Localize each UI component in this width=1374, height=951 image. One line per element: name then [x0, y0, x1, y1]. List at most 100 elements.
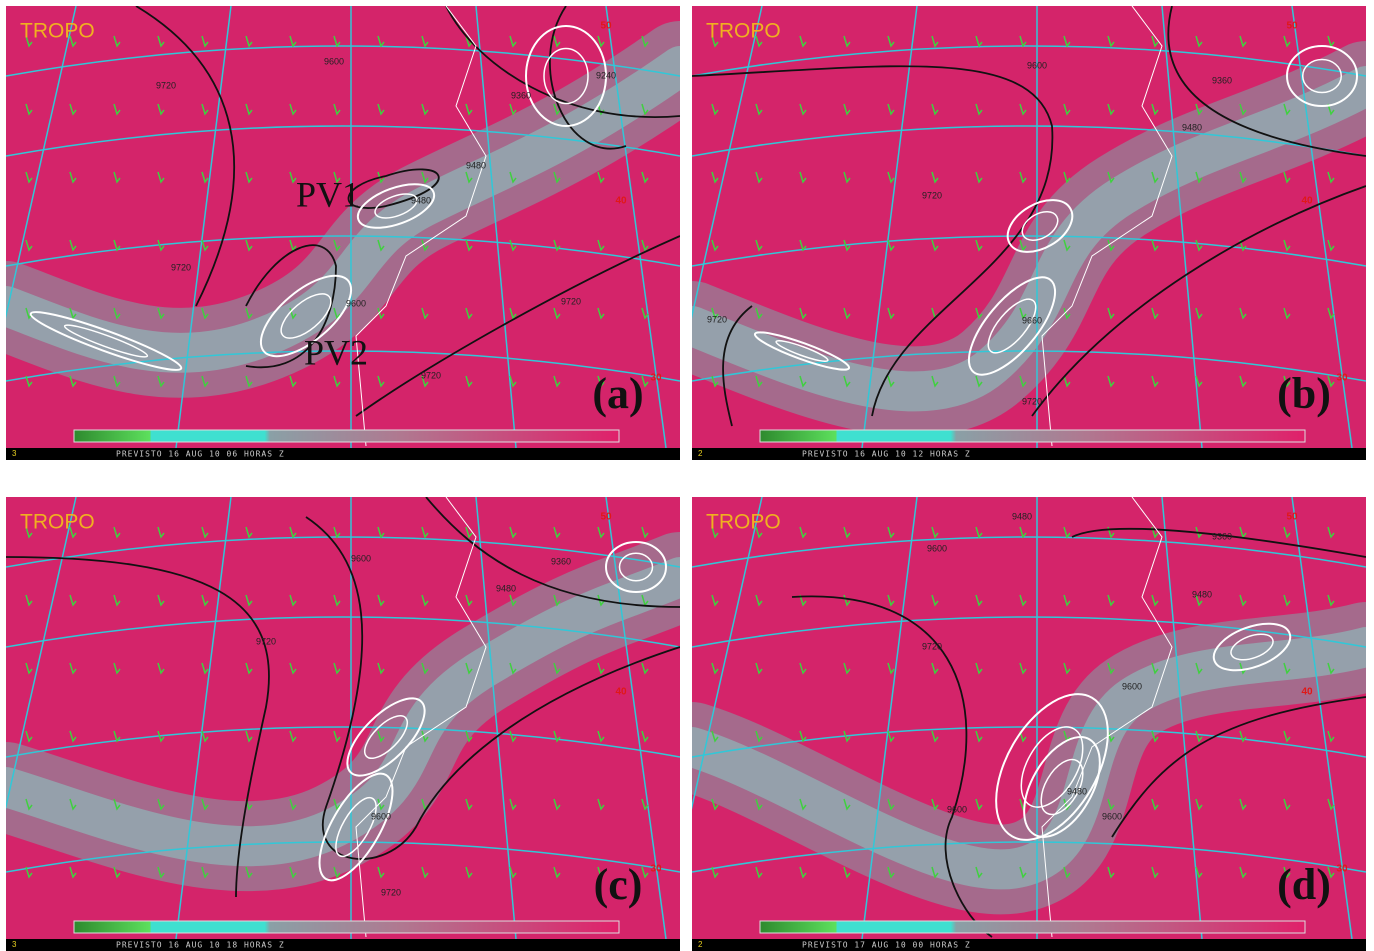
contour-label: 9360 — [1212, 531, 1232, 541]
wind-barb — [1239, 35, 1247, 48]
wind-barb — [755, 866, 763, 879]
wind-barb — [1063, 662, 1071, 675]
wind-barb — [755, 171, 763, 184]
wind-barb — [931, 375, 939, 388]
parallel — [692, 536, 1366, 568]
contour-label: 9600 — [324, 56, 344, 66]
jet-core — [6, 46, 680, 373]
wind-barb — [799, 594, 807, 607]
wind-barb — [201, 730, 209, 743]
wind-barb — [201, 239, 209, 252]
wind-barb — [377, 730, 385, 743]
wind-barb — [201, 35, 209, 48]
wind-barb — [465, 662, 473, 675]
latitude-label: 30 — [650, 864, 662, 875]
wind-barb — [597, 171, 605, 184]
wind-barb — [421, 103, 429, 116]
pv-contour — [1286, 45, 1358, 107]
model-tag: TROPO — [706, 20, 781, 43]
wind-barb — [553, 239, 561, 252]
wind-barb — [1283, 35, 1291, 48]
frame-number: 3 — [12, 940, 17, 949]
wind-barb — [711, 594, 719, 607]
wind-barb — [931, 730, 939, 743]
footer-bar — [6, 939, 680, 951]
wind-barb — [1195, 526, 1203, 539]
panel-label: (d) — [1277, 860, 1331, 909]
wind-barb — [245, 35, 253, 48]
wind-barb — [1327, 866, 1335, 879]
coastline — [1041, 497, 1173, 938]
pv-contour — [1302, 58, 1342, 94]
wind-barb — [711, 730, 719, 743]
wind-barb — [1195, 730, 1203, 743]
wind-barb — [887, 730, 895, 743]
wind-barb — [113, 35, 121, 48]
wind-barb — [553, 526, 561, 539]
wind-barb — [69, 375, 77, 388]
wind-barb — [931, 35, 939, 48]
contour-label: 9600 — [1122, 681, 1142, 691]
wind-barb — [1283, 307, 1291, 320]
wind-barb — [201, 662, 209, 675]
wind-barb — [887, 171, 895, 184]
latitude-label: 40 — [1301, 196, 1313, 207]
height-contour — [692, 6, 1366, 427]
wind-barb — [1151, 375, 1159, 388]
wind-barb — [641, 662, 649, 675]
pv-contour — [29, 311, 183, 371]
wind-barb — [289, 662, 297, 675]
wind-barb — [931, 103, 939, 116]
wind-barb — [465, 307, 473, 320]
wind-barb — [975, 866, 983, 879]
parallel — [692, 45, 1366, 77]
wind-barb — [755, 730, 763, 743]
contour-label: 9240 — [596, 70, 616, 80]
wind-barb — [553, 307, 561, 320]
wind-barb — [975, 103, 983, 116]
wind-barb — [799, 730, 807, 743]
contour-label: 9480 — [1067, 786, 1087, 796]
wind-barb — [1327, 662, 1335, 675]
wind-barb — [113, 798, 121, 811]
wind-barb — [975, 239, 983, 252]
footer-text: PREVISTO 16 AUG 10 18 HORAS Z — [116, 941, 285, 950]
wind-barb — [465, 239, 473, 252]
wind-barb — [931, 594, 939, 607]
wind-barb — [711, 866, 719, 879]
wind-barb — [799, 35, 807, 48]
wind-barb — [887, 307, 895, 320]
wind-barb — [1327, 307, 1335, 320]
frame-number: 2 — [698, 449, 703, 458]
meridian — [6, 497, 77, 810]
wind-barb — [843, 526, 851, 539]
wind-barb — [69, 866, 77, 879]
wind-barb — [1063, 798, 1071, 811]
coastline — [355, 497, 487, 938]
wind-barb — [245, 171, 253, 184]
wind-barb — [69, 730, 77, 743]
map-panel: 9480 9600 9360 9480 9720 9600 9480 9600 9600 50 40… — [692, 497, 1366, 951]
wind-barb — [25, 662, 33, 675]
annotation: PV1 — [296, 174, 360, 214]
wind-barb — [421, 239, 429, 252]
wind-barb — [1283, 730, 1291, 743]
wind-barb — [1107, 375, 1115, 388]
latitude-label: 50 — [600, 512, 612, 523]
wind-barb — [421, 730, 429, 743]
wind-barb — [597, 526, 605, 539]
meridian — [605, 6, 667, 449]
parallel — [6, 841, 680, 873]
wind-barb — [1151, 35, 1159, 48]
wind-barb — [1019, 239, 1027, 252]
wind-barb — [157, 35, 165, 48]
wind-barb — [1283, 526, 1291, 539]
wind-barb — [843, 307, 851, 320]
wind-barb — [421, 662, 429, 675]
wind-barb — [597, 866, 605, 879]
latitude-label: 50 — [600, 21, 612, 32]
wind-barb — [465, 798, 473, 811]
wind-barb — [711, 171, 719, 184]
wind-barb — [245, 375, 253, 388]
wind-barb — [1151, 103, 1159, 116]
